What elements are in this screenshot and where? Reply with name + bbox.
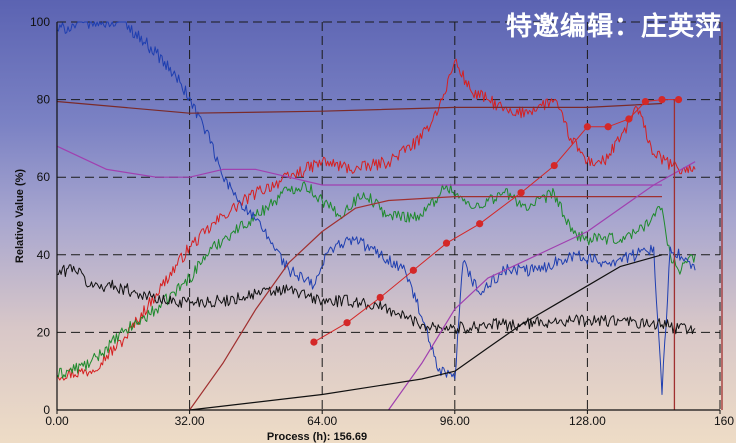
offline-point	[343, 319, 351, 327]
y-tick-label: 60	[37, 170, 51, 184]
y-axis-label: Relative Value (%)	[14, 169, 26, 263]
x-tick-label: 160	[714, 414, 734, 428]
x-tick-label: 128.00	[569, 414, 606, 428]
y-tick-label: 0	[43, 403, 50, 417]
grid-lines	[57, 21, 721, 410]
series-line-blue-noisy	[56, 21, 696, 395]
offline-point	[674, 96, 683, 104]
series-line-black-rise	[189, 254, 663, 411]
y-tick-label: 40	[37, 248, 51, 262]
y-tick-label: 20	[37, 325, 51, 339]
offline-point	[583, 123, 592, 131]
offline-point	[625, 115, 633, 123]
x-tick-labels: 0.00 32.00 64.00 96.00 128.00 160	[45, 410, 734, 428]
offline-point	[517, 189, 525, 197]
watermark-editor: 特邀编辑：庄英萍	[505, 12, 722, 42]
series-line-black-noisy	[56, 264, 696, 335]
series-line-maroon-flat	[56, 100, 663, 114]
offline-point	[409, 266, 417, 274]
series-line-red-noisy	[56, 58, 696, 381]
offline-point	[442, 239, 451, 247]
y-tick-label: 100	[30, 15, 50, 29]
offline-point	[310, 338, 318, 346]
series-line-darkred-rise	[189, 196, 662, 411]
offline-point	[641, 97, 650, 106]
offline-points-line	[313, 99, 679, 343]
series-line-purple-rise	[388, 161, 696, 411]
offline-point	[604, 123, 612, 131]
offline-point	[658, 96, 666, 104]
x-tick-label: 96.00	[440, 414, 470, 428]
offline-point	[550, 161, 558, 170]
x-axis-label: Process (h): 156.69	[267, 431, 367, 443]
vertical-markers	[673, 22, 723, 410]
x-tick-label: 64.00	[307, 414, 337, 428]
x-tick-label: 32.00	[175, 414, 205, 428]
series-line-green-noisy	[56, 181, 696, 379]
offline-point	[376, 293, 384, 302]
offline-point	[476, 220, 484, 228]
series-layer	[56, 21, 696, 411]
x-tick-label: 0.00	[45, 414, 69, 428]
series-line-purple-upper	[56, 145, 662, 186]
offline-points	[310, 96, 683, 346]
y-tick-label: 80	[37, 93, 51, 107]
y-tick-labels: 0 20 40 60 80 100	[30, 15, 50, 417]
